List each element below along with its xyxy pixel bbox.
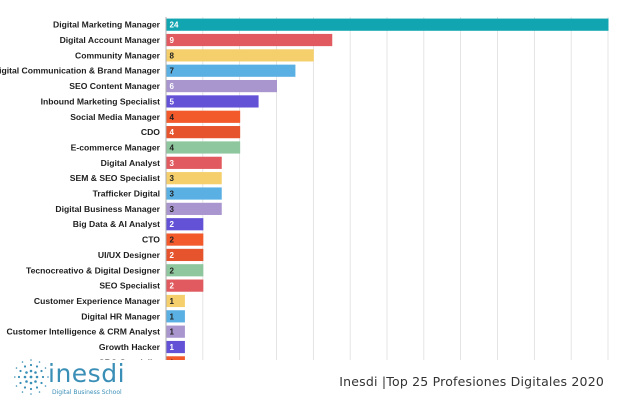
bar: [166, 18, 609, 31]
bar: [166, 33, 333, 47]
category-label: Tecnocreativo & Digital Designer: [26, 265, 161, 275]
inesdi-logo-icon: [14, 359, 49, 395]
data-label: 3: [170, 190, 175, 199]
data-label: 4: [170, 128, 175, 137]
bar: [166, 49, 314, 62]
category-label: Social Media Manager: [70, 112, 160, 122]
data-label: 9: [170, 36, 175, 45]
data-label: 3: [170, 205, 175, 214]
category-label: Digital Marketing Manager: [53, 20, 161, 30]
data-label: 4: [170, 143, 175, 152]
bar: [166, 340, 185, 354]
bar: [166, 218, 204, 231]
data-label: 2: [170, 282, 175, 291]
data-label: 1: [170, 297, 175, 306]
category-label: Community Manager: [75, 50, 161, 60]
data-label: 1: [170, 312, 175, 321]
brand-tagline: Digital Business School: [52, 389, 122, 396]
category-label: Customer Experience Manager: [34, 296, 161, 306]
bar: [166, 248, 204, 262]
category-label: CRO Specialist: [98, 357, 160, 360]
bar: [166, 294, 185, 308]
bar: [166, 64, 296, 77]
data-label: 2: [170, 220, 175, 229]
bar: [166, 172, 222, 185]
category-label: SEO Specialist: [99, 281, 160, 291]
data-label: 2: [170, 251, 175, 260]
category-label: E-commerce Manager: [71, 142, 161, 152]
category-label: Digital Communication & Brand Manager: [0, 66, 161, 76]
category-label: Customer Intelligence & CRM Analyst: [7, 327, 161, 337]
bar: [166, 233, 204, 246]
data-label: 1: [170, 358, 175, 360]
category-label: Digital HR Manager: [81, 311, 160, 321]
bars: 24987654443333222221111111: [166, 18, 609, 360]
data-label: 1: [170, 343, 175, 352]
chart-caption: Inesdi |Top 25 Profesiones Digitales 202…: [339, 374, 604, 389]
data-label: 3: [170, 174, 175, 183]
data-label: 7: [170, 67, 175, 76]
bar: [166, 95, 259, 108]
category-labels: Digital Marketing Manager Digital Account…: [0, 20, 161, 360]
bar: [166, 110, 241, 123]
bar: [166, 202, 222, 215]
category-label: CDO: [141, 127, 160, 137]
data-label: 3: [170, 159, 175, 168]
category-label: Trafficker Digital: [93, 189, 160, 199]
data-label: 8: [170, 51, 175, 60]
data-label: 4: [170, 113, 175, 122]
bar: [166, 279, 204, 292]
category-label: Digital Business Manager: [55, 204, 160, 214]
category-label: SEO Content Manager: [69, 81, 160, 91]
category-label: Growth Hacker: [99, 342, 161, 352]
category-label: Digital Analyst: [101, 158, 161, 168]
bar: [166, 79, 277, 93]
category-label: UI/UX Designer: [98, 250, 161, 260]
bar: [166, 156, 222, 169]
data-label: 6: [170, 82, 175, 91]
brand-name: inesdi: [48, 359, 126, 388]
bar: [166, 126, 241, 139]
data-label: 5: [170, 97, 175, 106]
data-label: 2: [170, 266, 175, 275]
category-label: Inbound Marketing Specialist: [41, 96, 161, 106]
bar: [166, 356, 185, 360]
data-label: 2: [170, 236, 175, 245]
category-label: Digital Account Manager: [60, 35, 161, 45]
bar: [166, 187, 222, 200]
bar: [166, 310, 185, 323]
category-label: Big Data & AI Analyst: [73, 219, 160, 229]
data-label: 1: [170, 328, 175, 337]
bar: [166, 264, 204, 277]
category-label: SEM & SEO Specialist: [70, 173, 160, 183]
bar: [166, 141, 241, 154]
category-label: CTO: [142, 235, 160, 245]
data-label: 24: [170, 21, 179, 30]
bar-chart: 24987654443333222221111111 Digital Marke…: [0, 17, 609, 360]
bar: [166, 325, 185, 338]
